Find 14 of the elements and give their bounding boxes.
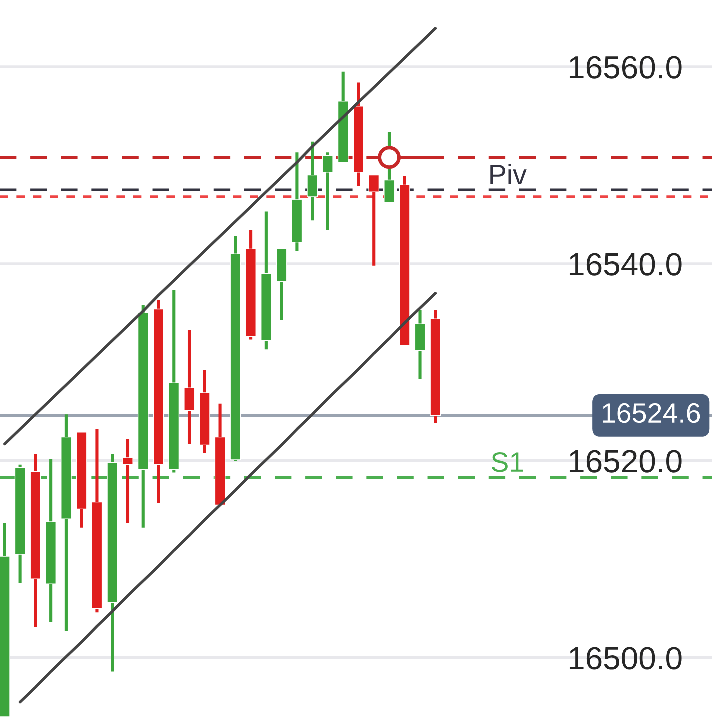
line-series <box>4 27 438 446</box>
ref-line-label: 16524.6 <box>603 403 700 424</box>
candlestick <box>368 174 380 266</box>
y-tick-label: 16520.0 <box>570 450 682 473</box>
y-tick-label: 16560.0 <box>570 56 682 79</box>
candlestick <box>184 330 195 444</box>
candlestick <box>122 439 134 523</box>
ref-line-label: Piv <box>490 164 527 184</box>
candlestick <box>322 152 334 230</box>
ref-line-label: S1 <box>492 452 524 472</box>
y-tick-label: 16500.0 <box>570 647 682 670</box>
candlestick <box>307 142 318 221</box>
y-tick-label: 16540.0 <box>570 253 682 276</box>
line-series <box>18 292 438 704</box>
